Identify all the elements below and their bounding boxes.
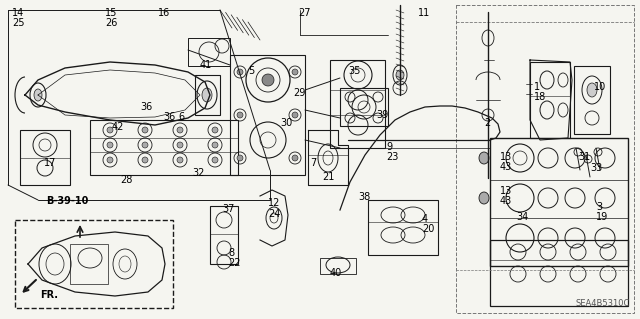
Bar	[195, 75, 220, 115]
Ellipse shape	[479, 192, 489, 204]
Text: 15: 15	[105, 8, 117, 18]
Bar	[340, 88, 388, 126]
Bar	[20, 130, 70, 185]
Text: FR.: FR.	[40, 290, 58, 300]
Text: 38: 38	[358, 192, 371, 202]
Bar	[330, 60, 385, 148]
Bar	[530, 62, 570, 138]
Text: 18: 18	[534, 92, 547, 102]
Ellipse shape	[202, 88, 212, 102]
Bar	[230, 55, 305, 175]
Text: 5: 5	[248, 66, 254, 76]
Ellipse shape	[177, 142, 183, 148]
Text: 8: 8	[228, 248, 234, 258]
Text: 21: 21	[322, 172, 334, 182]
Text: 11: 11	[418, 8, 430, 18]
Text: 26: 26	[105, 18, 117, 28]
Bar	[70, 244, 108, 284]
Ellipse shape	[177, 127, 183, 133]
Text: SEA4B5310C: SEA4B5310C	[575, 299, 630, 308]
Text: 3: 3	[596, 202, 602, 212]
Text: 33: 33	[590, 163, 602, 173]
Ellipse shape	[237, 112, 243, 118]
Text: 39: 39	[376, 110, 388, 120]
Text: 29: 29	[293, 88, 305, 98]
Text: 31: 31	[578, 152, 590, 162]
Text: 13: 13	[500, 186, 512, 196]
Ellipse shape	[212, 127, 218, 133]
Text: 35: 35	[348, 66, 360, 76]
Ellipse shape	[237, 155, 243, 161]
Text: 12: 12	[268, 198, 280, 208]
Ellipse shape	[292, 69, 298, 75]
Ellipse shape	[262, 74, 274, 86]
Text: B-39-10: B-39-10	[46, 196, 88, 206]
Text: 17: 17	[44, 158, 56, 168]
Ellipse shape	[107, 142, 113, 148]
Text: 13: 13	[500, 152, 512, 162]
Text: 32: 32	[192, 168, 204, 178]
Text: 25: 25	[12, 18, 24, 28]
Bar	[368, 200, 438, 255]
Bar	[320, 258, 356, 274]
Text: 22: 22	[228, 258, 241, 268]
Ellipse shape	[107, 157, 113, 163]
Text: 34: 34	[516, 212, 528, 222]
Ellipse shape	[212, 142, 218, 148]
Text: 43: 43	[500, 162, 512, 172]
Text: 2: 2	[484, 118, 490, 128]
Text: 36: 36	[140, 102, 152, 112]
Ellipse shape	[34, 89, 42, 101]
Bar	[15, 220, 173, 308]
Bar	[210, 206, 238, 264]
Bar	[574, 66, 610, 134]
Bar	[490, 240, 628, 306]
Text: 40: 40	[330, 268, 342, 278]
Text: 43: 43	[500, 196, 512, 206]
Ellipse shape	[142, 142, 148, 148]
Text: 37: 37	[222, 204, 234, 214]
Text: 7: 7	[310, 158, 316, 168]
Text: 24: 24	[268, 209, 280, 219]
Text: 36: 36	[163, 112, 175, 122]
Ellipse shape	[107, 127, 113, 133]
Text: 16: 16	[158, 8, 170, 18]
Ellipse shape	[396, 70, 404, 80]
Text: 1: 1	[534, 82, 540, 92]
Text: 27: 27	[298, 8, 310, 18]
Bar	[188, 38, 230, 66]
Text: 6: 6	[178, 112, 184, 122]
Text: 14: 14	[12, 8, 24, 18]
Ellipse shape	[177, 157, 183, 163]
Ellipse shape	[587, 83, 597, 97]
Text: 28: 28	[120, 175, 132, 185]
Ellipse shape	[479, 152, 489, 164]
Bar	[90, 120, 238, 175]
Text: 23: 23	[386, 152, 398, 162]
Text: 19: 19	[596, 212, 608, 222]
Ellipse shape	[292, 155, 298, 161]
Text: 42: 42	[112, 122, 124, 132]
Ellipse shape	[142, 127, 148, 133]
Bar	[490, 138, 628, 266]
Text: 20: 20	[422, 224, 435, 234]
Ellipse shape	[142, 157, 148, 163]
Ellipse shape	[212, 157, 218, 163]
Text: 30: 30	[280, 118, 292, 128]
Text: 4: 4	[422, 214, 428, 224]
Ellipse shape	[292, 112, 298, 118]
Text: 9: 9	[386, 142, 392, 152]
Bar	[456, 5, 634, 313]
Ellipse shape	[237, 69, 243, 75]
Text: 41: 41	[200, 60, 212, 70]
Text: 10: 10	[594, 82, 606, 92]
